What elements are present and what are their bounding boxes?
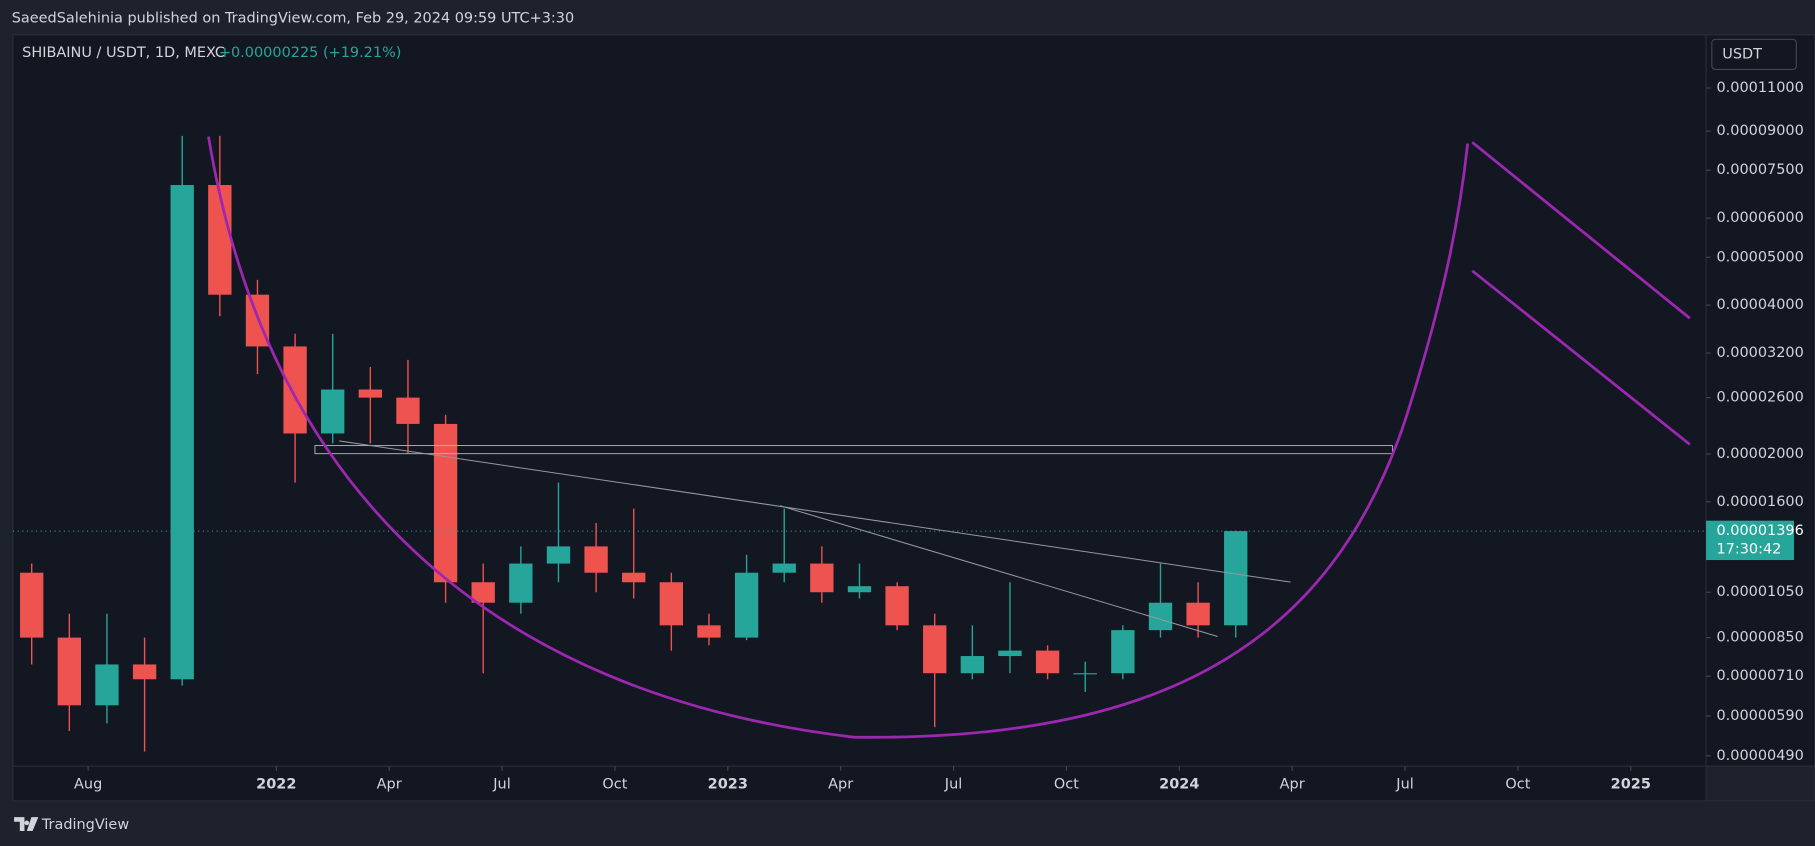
candle-body [584, 546, 608, 573]
candle-body [170, 185, 194, 680]
candle-body [1035, 650, 1060, 674]
x-tick-label: 2023 [708, 777, 748, 793]
brand-logo [14, 817, 39, 831]
x-tick-label: Apr [828, 777, 853, 793]
candle-body [734, 572, 759, 638]
countdown: 17:30:42 [1716, 542, 1781, 558]
candle-body [772, 563, 796, 573]
candle-body [847, 586, 872, 593]
y-tick-label: 0.00000710 [1716, 668, 1803, 684]
x-tick-label: Apr [1280, 777, 1305, 793]
candle-body [1224, 531, 1248, 626]
candle-body [95, 664, 119, 706]
x-tick-label: Oct [1505, 777, 1530, 793]
x-tick-label: 2024 [1159, 777, 1199, 793]
y-tick-label: 0.00003200 [1716, 345, 1803, 361]
candle-body [960, 656, 985, 674]
y-tick-label: 0.00002600 [1716, 390, 1803, 406]
candle-body [697, 625, 721, 638]
trend-line [339, 440, 1291, 583]
x-tick-label: 2025 [1611, 777, 1651, 793]
candle-body [885, 586, 909, 626]
candle-body [433, 423, 458, 583]
y-tick-label: 0.00000850 [1716, 630, 1803, 646]
header: SaeedSalehinia published on TradingView.… [12, 11, 574, 27]
y-tick-label: 0.00004000 [1716, 297, 1803, 313]
time-axis [12, 766, 1707, 801]
zone-box [314, 445, 1393, 455]
y-tick-label: 0.00009000 [1716, 123, 1803, 139]
x-tick-label: Oct [1054, 777, 1079, 793]
candle-body [132, 664, 157, 680]
symbol: SHIBAINU / USDT, 1D, MEXC [22, 45, 225, 61]
candle-body [659, 582, 684, 626]
change: +0.00000225 (+19.21%) [219, 45, 402, 61]
last-price-box [1706, 520, 1795, 561]
y-tick-label: 0.00000490 [1716, 748, 1803, 764]
x-tick-label: 2022 [256, 777, 296, 793]
x-tick-label: Apr [377, 777, 402, 793]
y-tick-label: 0.00002000 [1716, 446, 1803, 462]
candle-body [20, 572, 44, 638]
y-tick-label: 0.00005000 [1716, 249, 1803, 265]
price-axis [1706, 34, 1815, 767]
currency[interactable]: USDT [1722, 46, 1762, 62]
candle-body [321, 389, 345, 434]
y-tick-label: 0.00011000 [1716, 80, 1803, 96]
candle-body [396, 397, 420, 424]
candle-body [1073, 673, 1097, 675]
trend-line [780, 505, 1218, 638]
candle-body [208, 185, 232, 295]
y-tick-label: 0.00007500 [1716, 162, 1803, 178]
projection-line [1471, 269, 1691, 446]
candle-body [923, 625, 947, 674]
brand: TradingView [41, 817, 130, 833]
candle-body [57, 637, 81, 706]
y-tick-label: 0.00000590 [1716, 708, 1803, 724]
x-tick-label: Jul [1395, 777, 1413, 793]
candle-body [358, 389, 383, 398]
candle-body [1186, 602, 1210, 626]
currency-box[interactable] [1711, 38, 1797, 71]
y-tick-label: 0.00006000 [1716, 210, 1803, 226]
candle-body [1111, 630, 1135, 674]
x-tick-label: Jul [492, 777, 510, 793]
candle-body [546, 546, 571, 564]
x-tick-label: Oct [602, 777, 627, 793]
y-tick-label: 0.00001050 [1716, 584, 1803, 600]
candle-body [1148, 602, 1173, 631]
candle-body [622, 572, 646, 583]
candle-body [471, 582, 495, 603]
candle-body [810, 563, 834, 593]
cup-curve [207, 136, 1470, 739]
plot-area [12, 34, 1707, 767]
x-tick-label: Jul [944, 777, 962, 793]
y-tick-label: 0.00001600 [1716, 494, 1803, 510]
projection-line [1471, 141, 1691, 320]
candle-body [509, 563, 533, 603]
candles [20, 135, 1248, 752]
last-price-label: 0.00001396 [1716, 523, 1803, 539]
candle-body [998, 650, 1022, 657]
candle-body [283, 346, 307, 434]
x-tick-label: Aug [74, 777, 102, 793]
